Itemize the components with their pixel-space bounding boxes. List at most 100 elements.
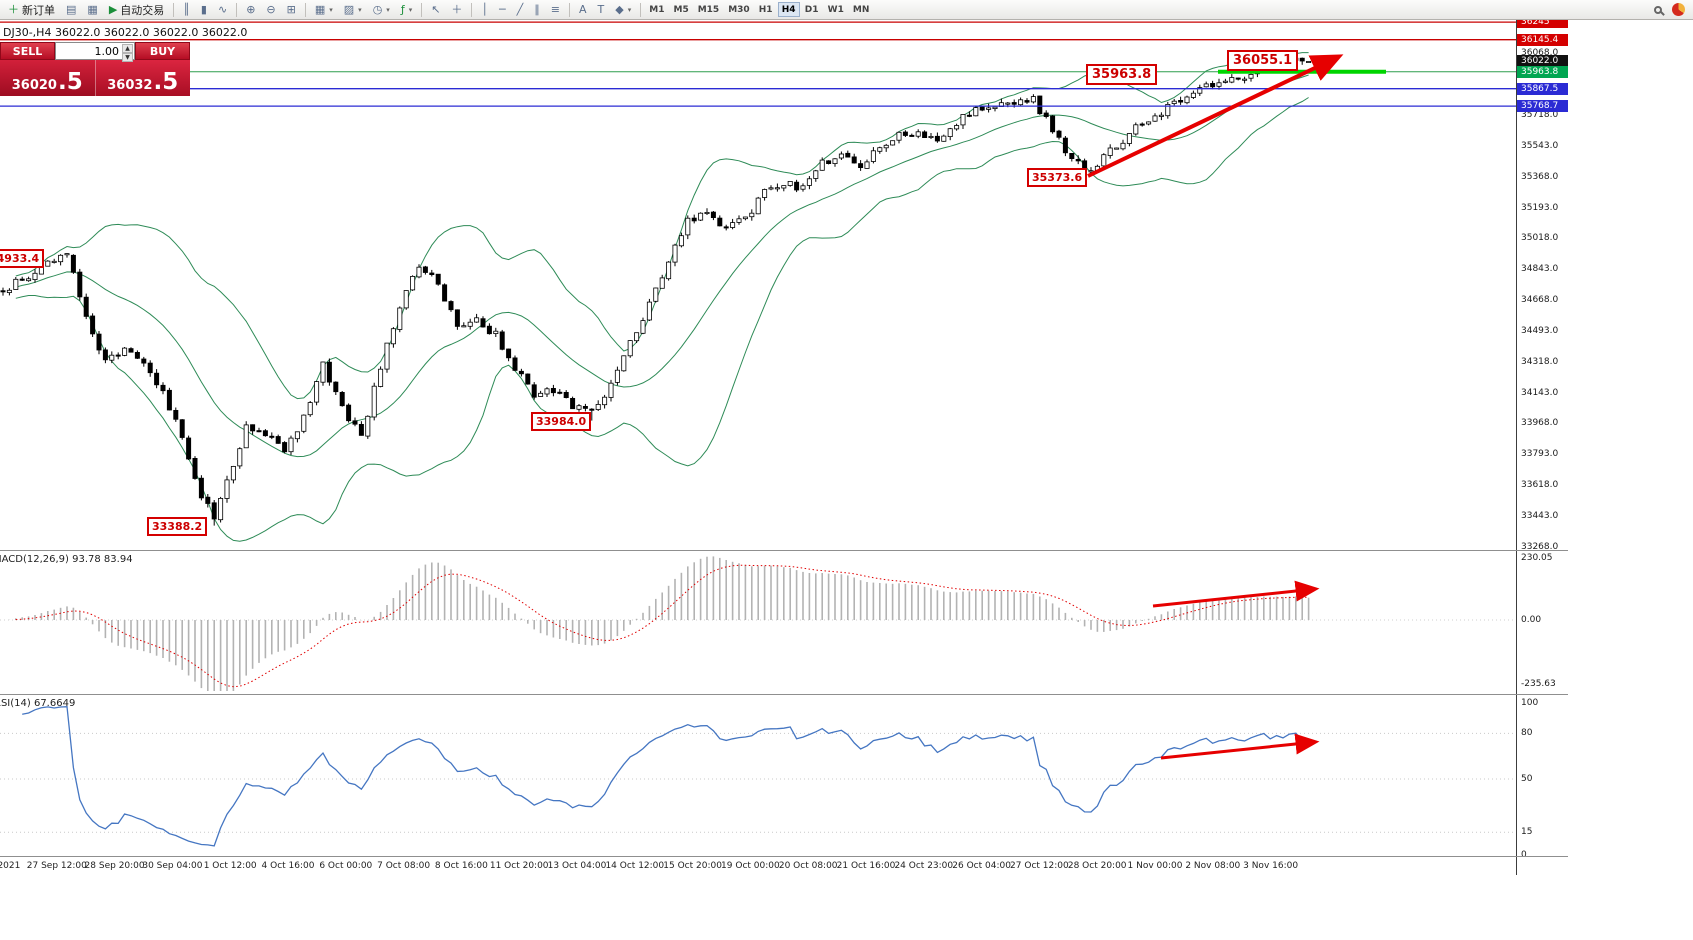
time-label: 28 Oct 20:00 [1067,861,1127,871]
price-tick: 34843.0 [1521,264,1559,275]
volume-down-icon[interactable]: ▼ [122,53,133,62]
trend-arrows[interactable] [1087,54,1344,760]
horizontal-level-lines[interactable] [0,21,1516,107]
toolbar-label: 自动交易 [120,3,165,17]
macd-indicator-label: MACD(12,26,9) 93.78 83.94 [0,554,133,565]
price-axis[interactable]: 36068.0 35718.0 35543.0 35368.0 35193.0 35018… [1516,20,1568,875]
time-label: 30 Sep 04:00 [142,861,203,871]
indicators-menu-icon[interactable]: ƒ ▾ [396,2,417,18]
bar-chart-icon-glyph: ║ [183,3,190,16]
macd-trend-arrow[interactable] [1152,580,1320,608]
new-chart-button[interactable]: ▦ ▾ [310,2,338,18]
shapes-tool-icon-glyph: ◆ [615,3,624,16]
auto-trading-button[interactable]: ▶ 自动交易 [104,2,169,18]
price-callout-34933.4[interactable]: 34933.4 [0,249,45,268]
toolbar-separator [173,2,175,17]
volume-value: 1.00 [94,44,120,58]
cursor-tool-icon[interactable]: ↖ [426,2,445,18]
chevron-down-icon: ▾ [408,5,413,14]
chart-window-icon[interactable]: ▤ [61,2,81,18]
time-label: 2 Nov 08:00 [1185,861,1241,871]
main-trend-arrow[interactable] [1087,54,1344,178]
sell-price-display[interactable]: 36020.5 [0,60,96,96]
price-callout-35373.6[interactable]: 35373.6 [1027,168,1088,187]
zoom-in-glyph: ⊕ [246,3,256,16]
zoom-in-button[interactable]: ⊕ [241,2,260,18]
trendline-tool-icon[interactable]: ╱ [512,2,529,18]
price-tick: 33968.0 [1521,418,1559,429]
time-label: 13 Oct 04:00 [547,861,607,871]
new-order-button[interactable]: ＋新订单 [3,2,60,18]
rsi-axis-tick: 0 [1521,850,1527,860]
templates-icon[interactable]: ▨ ▾ [339,2,367,18]
market-watch-icon[interactable]: ▦ [82,2,102,18]
toolbar-separator [471,2,473,17]
bid-small-digits: 36020 [11,77,57,93]
text-tool-icon[interactable]: A [574,2,592,18]
volume-input[interactable]: 1.00 ▲ ▼ [55,42,135,62]
chart-canvas[interactable]: DJ30-,H4 36022.0 36022.0 36022.0 36022.0… [0,20,1516,875]
buy-price-display[interactable]: 36032.5 [95,60,190,96]
timeframe-button-h1[interactable]: H1 [755,2,777,17]
price-tag-36145.4: 36145.4 [1517,33,1568,46]
timeframe-button-h4[interactable]: H4 [777,2,800,17]
search-icon[interactable] [1654,5,1662,14]
bar-chart-icon[interactable]: ║ [178,2,195,18]
horizontal-line-tool-icon[interactable]: ─ [494,2,511,18]
channel-tool-icon[interactable]: ∥ [529,2,545,18]
price-tick: 35543.0 [1521,140,1559,151]
timeframe-button-m30[interactable]: M30 [724,2,753,17]
trendline-tool-icon-glyph: ╱ [516,3,524,16]
macd-axis-tick: 0.00 [1521,615,1542,625]
tile-windows-icon[interactable]: ⊞ [282,2,301,18]
price-tick: 33618.0 [1521,480,1559,491]
candlestick-chart-icon[interactable]: ▮ [196,2,212,18]
panel-separator[interactable] [0,694,1568,695]
time-label: 15 Oct 20:00 [663,861,722,871]
toolbar-separator [569,2,571,17]
community-icon[interactable] [1672,3,1685,16]
timeframe-button-mn[interactable]: MN [849,2,874,17]
price-callout-33388.2[interactable]: 33388.2 [147,517,208,536]
toolbar-separator [304,2,306,17]
price-callout-35963.8[interactable]: 35963.8 [1086,64,1158,85]
fibonacci-tool-icon[interactable]: ≡ [546,2,565,18]
rsi-trend-arrow[interactable] [1160,733,1320,760]
price-callout-36055.1[interactable]: 36055.1 [1227,50,1299,71]
sell-button[interactable]: SELL [0,42,55,60]
label-tool-icon[interactable]: T [593,2,610,18]
price-callout-33984.0[interactable]: 33984.0 [531,412,592,431]
line-chart-icon[interactable]: ∿ [213,2,232,18]
buy-button[interactable]: BUY [135,42,190,60]
panel-separator[interactable] [0,550,1568,551]
volume-up-icon[interactable]: ▲ [122,44,133,53]
trade-panel-prices: 36020.5 36032.5 [0,60,190,96]
cursor-tool-icon-glyph: ↖ [431,3,441,16]
price-tag-35768.7: 35768.7 [1517,100,1568,113]
bollinger-bands [15,52,1309,542]
crosshair-tool-icon-glyph: ＋ [451,3,463,16]
timeframe-button-m1[interactable]: M1 [645,2,668,17]
time-label: 24 Oct 23:00 [894,861,954,871]
macd-panel [0,556,1516,691]
chevron-down-icon: ▾ [627,5,632,14]
panel-separator[interactable] [0,856,1568,857]
time-label: 7 Oct 08:00 [377,861,431,871]
shapes-tool-icon[interactable]: ◆ ▾ [610,2,636,18]
timeframe-button-d1[interactable]: D1 [801,2,823,17]
timeframe-menu-icon[interactable]: ◷ ▾ [368,2,395,18]
timeframe-button-m5[interactable]: M5 [669,2,692,17]
time-label: 26 Oct 04:00 [952,861,1011,871]
right-empty-panel [1568,20,1693,875]
time-label: 1 Nov 00:00 [1127,861,1183,871]
timeframe-button-m15[interactable]: M15 [694,2,723,17]
timeframe-button-w1[interactable]: W1 [824,2,848,17]
vertical-line-tool-icon[interactable]: │ [476,2,493,18]
price-tick: 34668.0 [1521,295,1559,306]
crosshair-tool-icon[interactable]: ＋ [446,2,467,18]
market-watch-icon-glyph: ▦ [87,3,98,16]
zoom-out-button[interactable]: ⊖ [261,2,280,18]
rsi-axis-tick: 80 [1521,728,1533,739]
time-label: 14 Oct 12:00 [605,861,665,871]
